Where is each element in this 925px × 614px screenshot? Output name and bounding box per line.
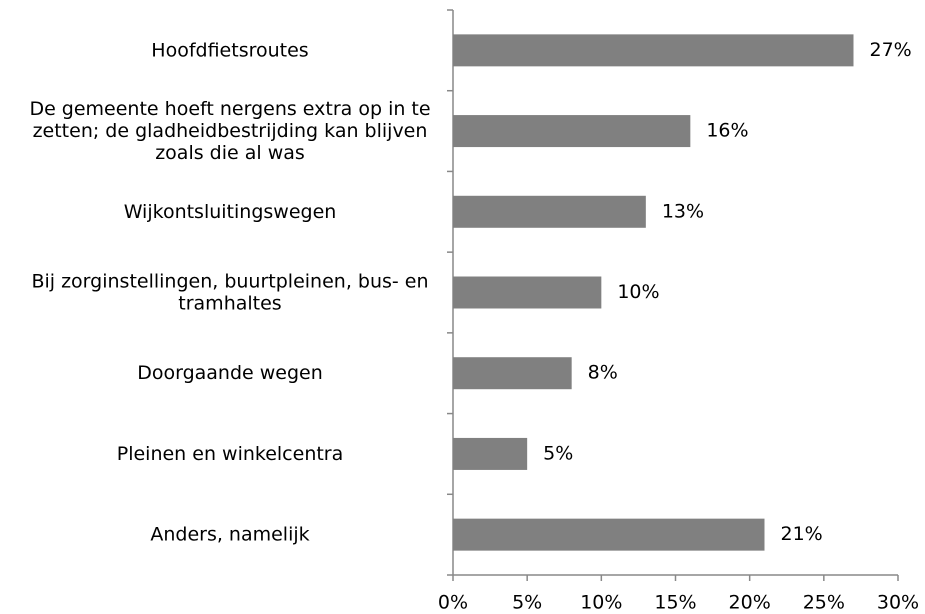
x-tick-label: 30%	[877, 592, 919, 614]
x-tick-label: 5%	[512, 592, 542, 614]
bar	[453, 518, 765, 551]
value-label: 21%	[781, 523, 823, 545]
x-tick-label: 0%	[438, 592, 468, 614]
x-tick-label: 10%	[580, 592, 622, 614]
value-label: 16%	[706, 120, 748, 142]
y-tick-label: Anders, namelijk	[150, 523, 309, 545]
value-label: 10%	[617, 281, 659, 303]
value-label: 13%	[662, 200, 704, 222]
y-tick-label: Wijkontsluitingswegen	[124, 200, 337, 222]
x-tick-label: 20%	[729, 592, 771, 614]
bar	[453, 437, 528, 470]
bar	[453, 276, 602, 309]
y-tick-label: Doorgaande wegen	[137, 362, 323, 384]
y-tick-label: Bij zorginstellingen, buurtpleinen, bus-…	[31, 270, 428, 314]
bar	[453, 195, 646, 228]
y-tick-label: Hoofdfietsroutes	[151, 39, 308, 61]
bar	[453, 357, 572, 390]
y-tick-label: Pleinen en winkelcentra	[117, 442, 344, 464]
value-label: 5%	[543, 442, 573, 464]
value-label: 27%	[870, 39, 912, 61]
bar	[453, 115, 691, 148]
y-tick-label: De gemeente hoeft nergens extra op in te…	[29, 98, 430, 164]
value-label: 8%	[588, 362, 618, 384]
bar	[453, 34, 854, 67]
x-tick-label: 25%	[803, 592, 845, 614]
x-tick-label: 15%	[654, 592, 696, 614]
